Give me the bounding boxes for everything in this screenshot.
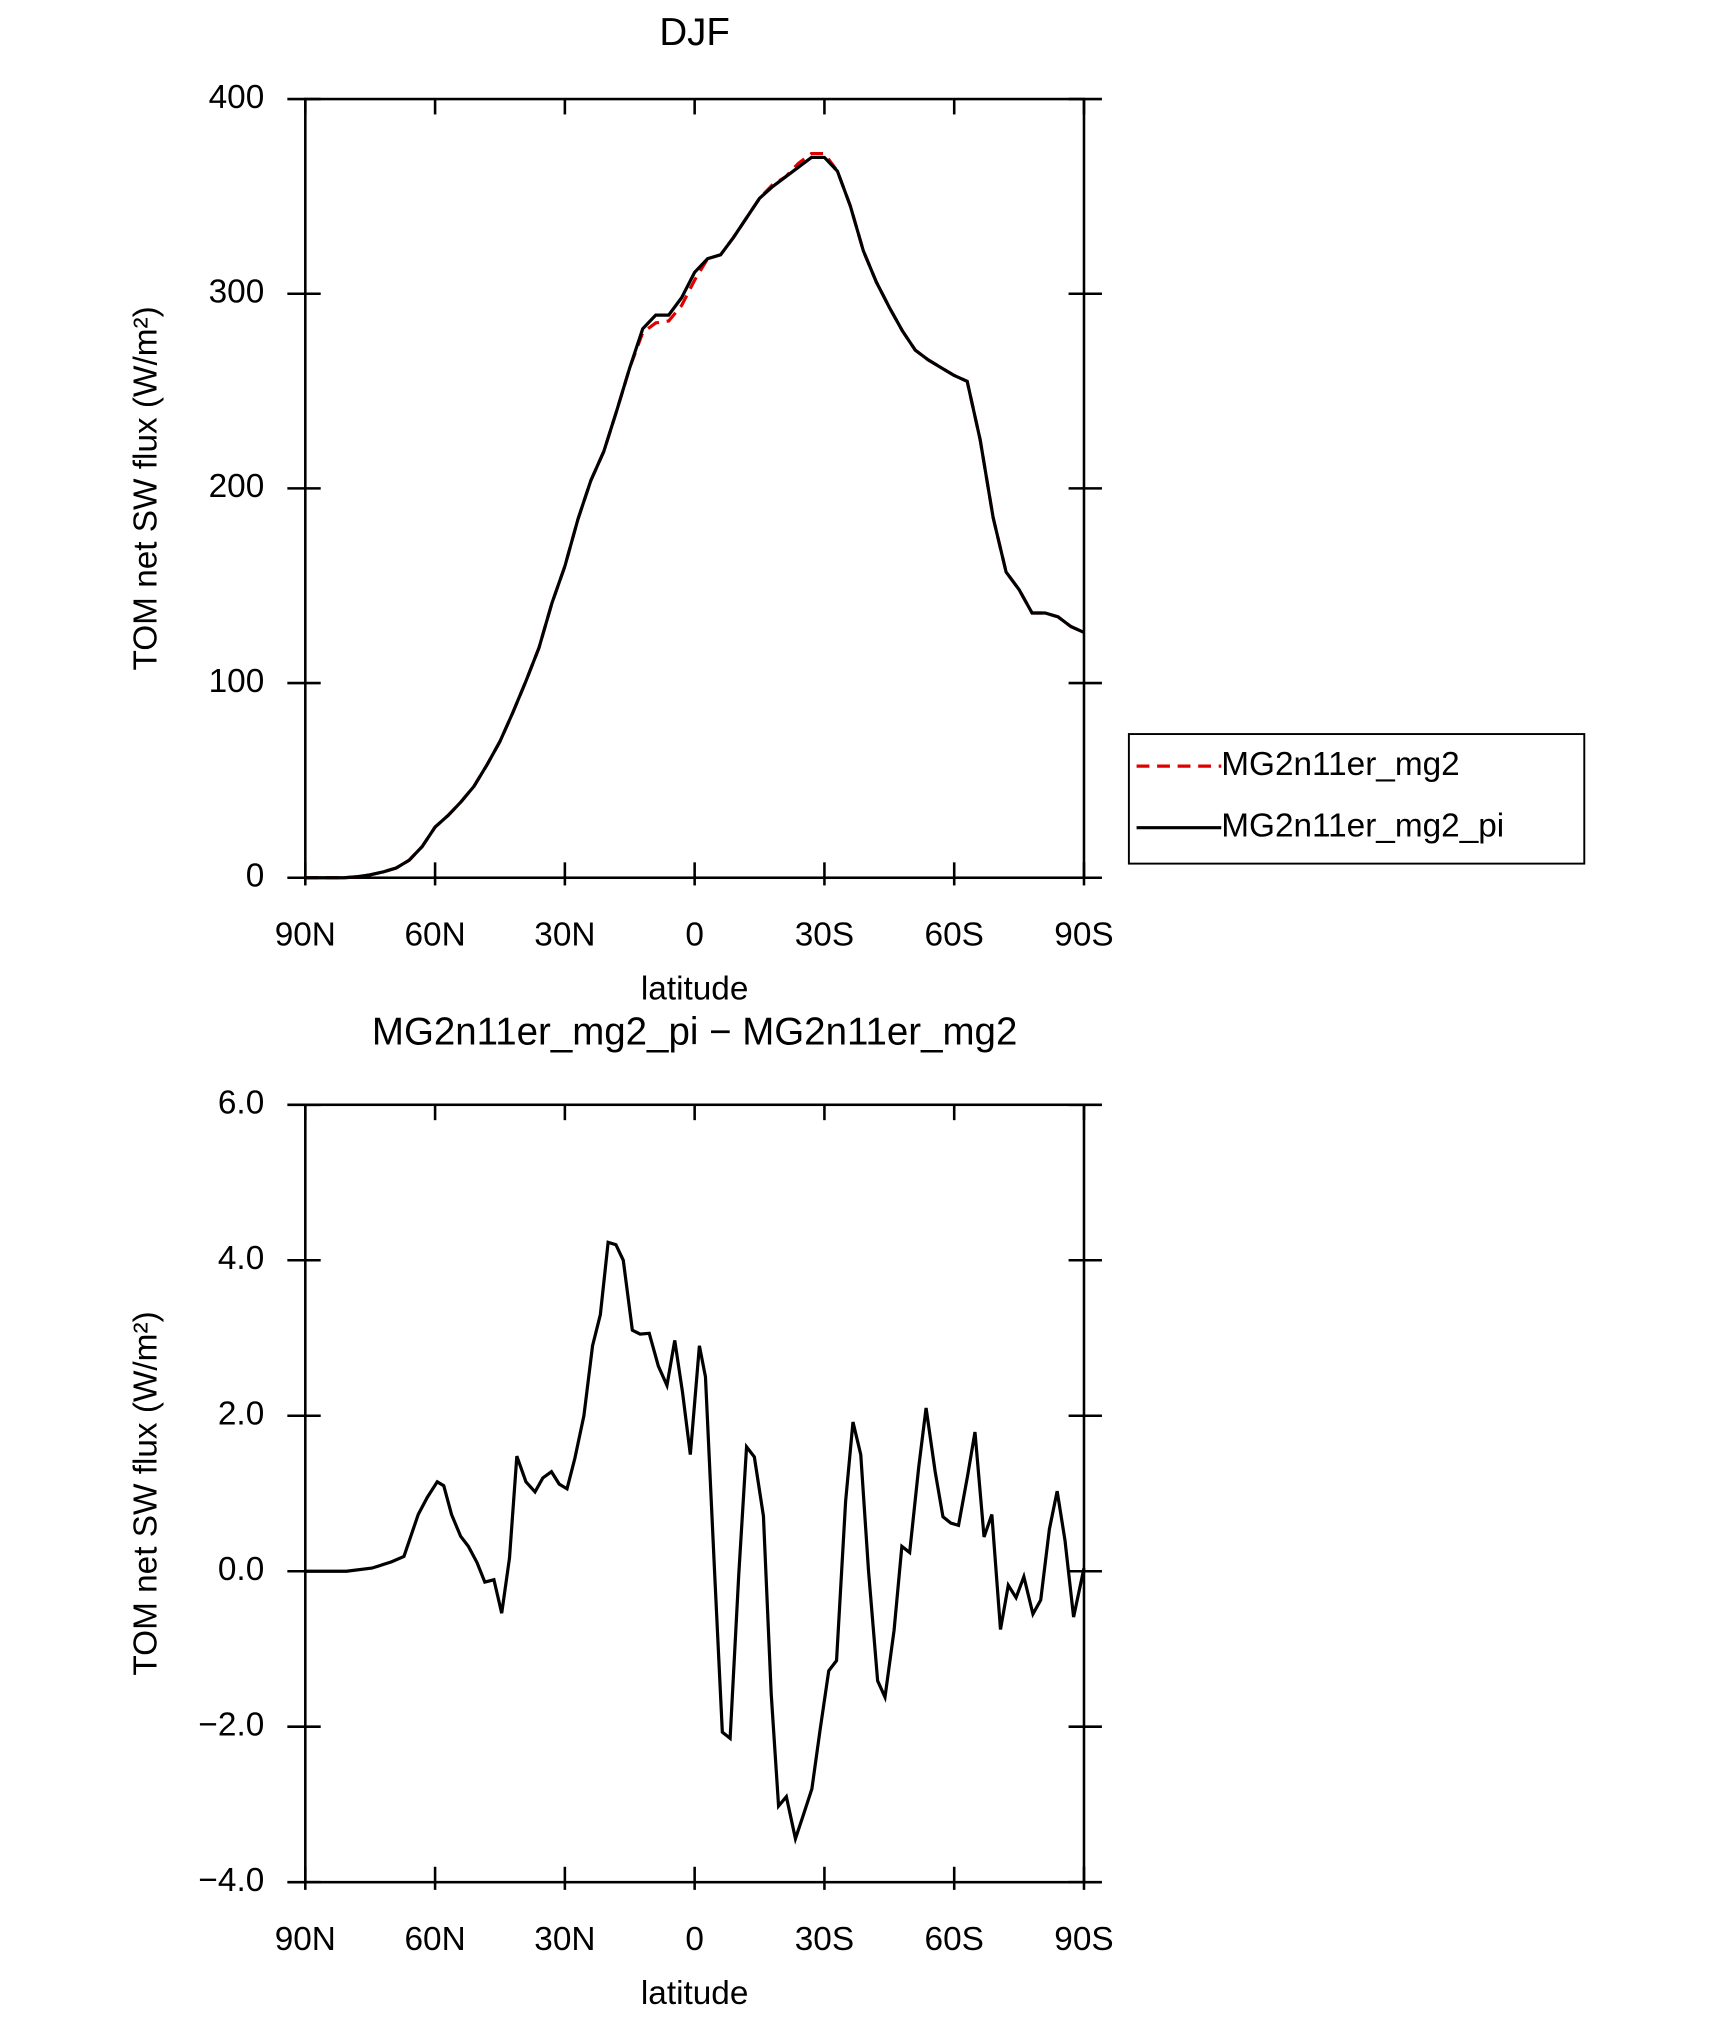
chart-title: MG2n11er_mg2_pi − MG2n11er_mg2 (372, 1010, 1017, 1053)
y-tick-label: 200 (209, 468, 265, 505)
series-line (305, 155, 1085, 880)
chart-title: DJF (659, 11, 730, 54)
x-tick-label: 0 (685, 1921, 704, 1958)
y-axis-label: TOM net SW flux (W/m²) (127, 1311, 164, 1675)
legend-box (1127, 733, 1586, 865)
y-tick-label: −4.0 (198, 1862, 264, 1899)
x-tick-label: 30N (534, 1921, 595, 1958)
x-tick-label: 60S (925, 917, 984, 954)
y-tick-label: 100 (209, 663, 265, 700)
y-tick-label: 0 (246, 858, 265, 895)
x-tick-label: 90N (275, 917, 336, 954)
x-tick-label: 90N (275, 1921, 336, 1958)
y-tick-label: 4.0 (218, 1240, 264, 1277)
x-tick-label: 30N (534, 917, 595, 954)
x-tick-label: 60N (405, 1921, 466, 1958)
series-line (305, 151, 1085, 880)
plot-frame (304, 97, 1086, 880)
x-tick-label: 30S (795, 1921, 854, 1958)
y-tick-label: 400 (209, 79, 265, 116)
legend-label: MG2n11er_mg2 (1221, 746, 1459, 783)
x-axis-label: latitude (641, 970, 749, 1007)
x-tick-label: 30S (795, 917, 854, 954)
y-tick-label: −2.0 (198, 1707, 264, 1744)
y-tick-label: 300 (209, 274, 265, 311)
plot-frame (304, 1103, 1086, 1884)
y-tick-label: 6.0 (218, 1085, 264, 1122)
y-tick-label: 0.0 (218, 1551, 264, 1588)
x-tick-label: 0 (685, 917, 704, 954)
x-axis-label: latitude (641, 1975, 749, 2012)
y-axis-label: TOM net SW flux (W/m²) (127, 306, 164, 670)
x-tick-label: 90S (1054, 1921, 1113, 1958)
legend-label: MG2n11er_mg2_pi (1221, 808, 1504, 845)
x-tick-label: 60N (405, 917, 466, 954)
x-tick-label: 60S (925, 1921, 984, 1958)
y-tick-label: 2.0 (218, 1396, 264, 1433)
series-line (305, 1240, 1086, 1845)
x-tick-label: 90S (1054, 917, 1113, 954)
